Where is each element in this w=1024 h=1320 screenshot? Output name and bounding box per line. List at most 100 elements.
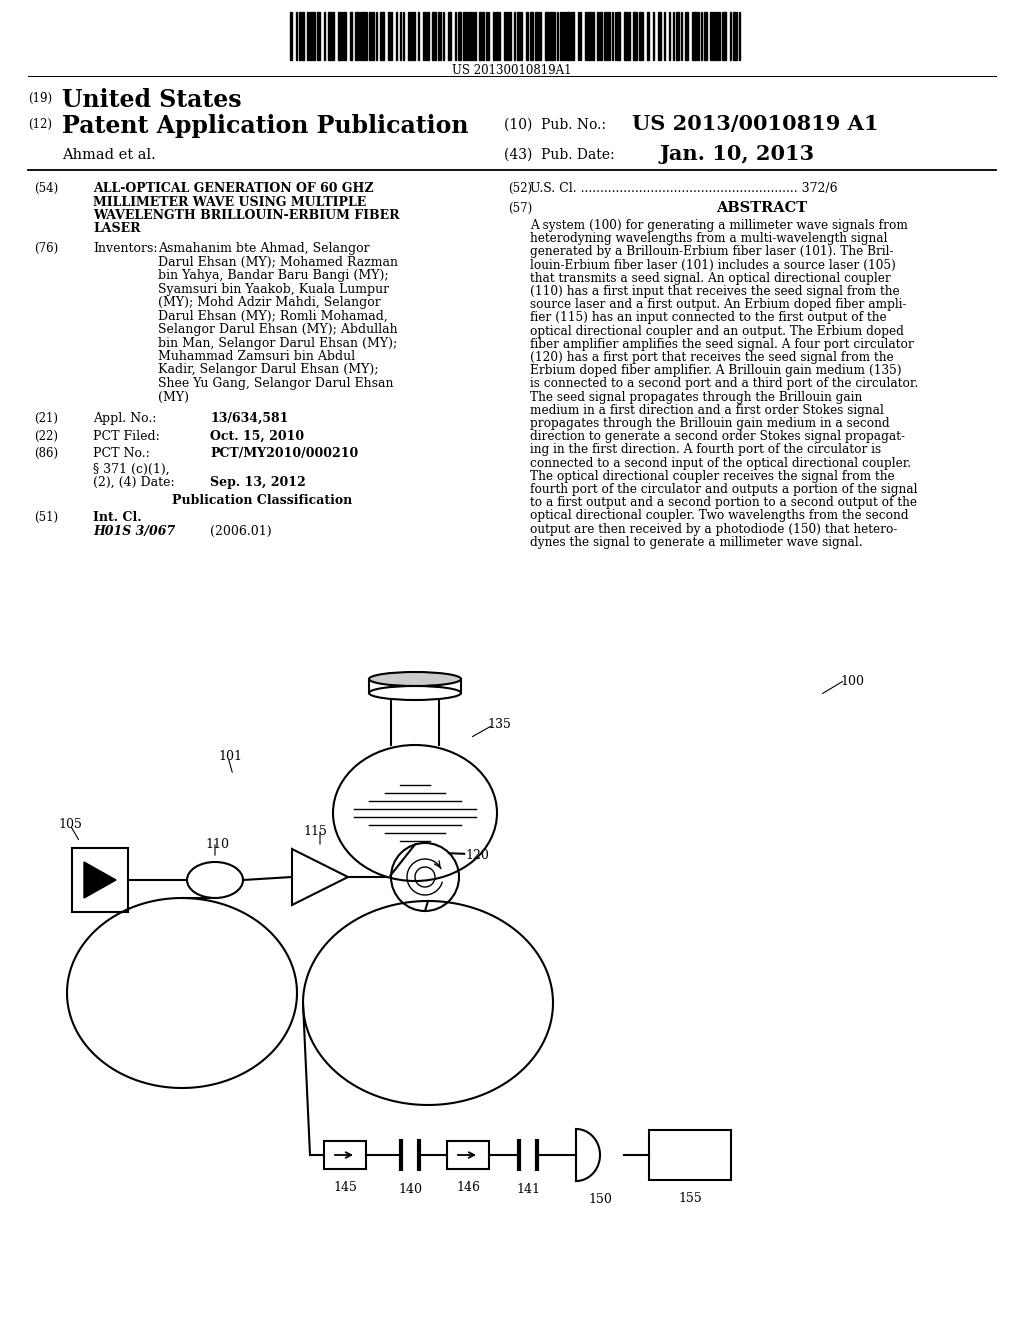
Bar: [697, 12, 699, 59]
Bar: [332, 12, 334, 59]
Text: Asmahanim bte Ahmad, Selangor: Asmahanim bte Ahmad, Selangor: [158, 242, 370, 255]
Bar: [545, 12, 549, 59]
Text: optical directional coupler and an output. The Erbium doped: optical directional coupler and an outpu…: [530, 325, 904, 338]
Text: fiber amplifier amplifies the seed signal. A four port circulator: fiber amplifier amplifies the seed signa…: [530, 338, 913, 351]
Bar: [372, 12, 374, 59]
Bar: [617, 12, 620, 59]
Bar: [423, 12, 425, 59]
Text: (MY); Mohd Adzir Mahdi, Selangor: (MY); Mohd Adzir Mahdi, Selangor: [158, 296, 381, 309]
Text: 146: 146: [456, 1181, 480, 1195]
Bar: [447, 1140, 489, 1170]
Bar: [388, 12, 390, 59]
Text: 110: 110: [205, 838, 229, 851]
Text: § 371 (c)(1),: § 371 (c)(1),: [93, 462, 170, 475]
Text: (76): (76): [34, 242, 58, 255]
Text: 120: 120: [465, 849, 488, 862]
Bar: [624, 12, 627, 59]
Text: direction to generate a second order Stokes signal propagat-: direction to generate a second order Sto…: [530, 430, 905, 444]
Bar: [350, 12, 352, 59]
Polygon shape: [84, 862, 116, 898]
Text: to a first output and a second portion to a second output of the: to a first output and a second portion t…: [530, 496, 918, 510]
Text: Patent Application Publication: Patent Application Publication: [62, 114, 469, 139]
Text: source laser and a first output. An Erbium doped fiber ampli-: source laser and a first output. An Erbi…: [530, 298, 906, 312]
Bar: [463, 12, 466, 59]
Text: A system (100) for generating a millimeter wave signals from: A system (100) for generating a millimet…: [530, 219, 908, 232]
Bar: [369, 678, 461, 693]
Text: Selangor Darul Ehsan (MY); Abdullah: Selangor Darul Ehsan (MY); Abdullah: [158, 323, 397, 337]
Text: that transmits a seed signal. An optical directional coupler: that transmits a seed signal. An optical…: [530, 272, 891, 285]
Text: heterodyning wavelengths from a multi-wavelength signal: heterodyning wavelengths from a multi-wa…: [530, 232, 888, 246]
Text: H01S 3/067: H01S 3/067: [93, 524, 175, 537]
Text: Ahmad et al.: Ahmad et al.: [62, 148, 156, 162]
Bar: [313, 12, 315, 59]
Bar: [507, 12, 511, 59]
Text: (57): (57): [508, 202, 532, 214]
Ellipse shape: [333, 744, 497, 880]
Bar: [733, 12, 737, 59]
Bar: [324, 1140, 366, 1170]
Text: 141: 141: [516, 1183, 540, 1196]
Bar: [649, 1130, 731, 1180]
Bar: [458, 12, 461, 59]
Bar: [597, 12, 599, 59]
Bar: [571, 12, 574, 59]
Text: (19): (19): [28, 92, 52, 106]
Bar: [517, 12, 520, 59]
Text: (22): (22): [34, 429, 58, 442]
Bar: [658, 12, 662, 59]
Bar: [72, 847, 128, 912]
Bar: [338, 12, 342, 59]
Text: 13/634,581: 13/634,581: [210, 412, 289, 425]
Text: (2), (4) Date:: (2), (4) Date:: [93, 477, 175, 488]
Text: Erbium doped fiber amplifier. A Brillouin gain medium (135): Erbium doped fiber amplifier. A Brilloui…: [530, 364, 901, 378]
Bar: [526, 12, 528, 59]
Text: 145: 145: [333, 1181, 357, 1195]
Bar: [633, 12, 637, 59]
Bar: [535, 12, 538, 59]
Bar: [608, 12, 610, 59]
Bar: [722, 12, 726, 59]
Text: optical directional coupler. Two wavelengths from the second: optical directional coupler. Two wavelen…: [530, 510, 908, 523]
Bar: [482, 12, 484, 59]
Text: (120) has a first port that receives the seed signal from the: (120) has a first port that receives the…: [530, 351, 894, 364]
Text: (52): (52): [508, 182, 532, 195]
Text: The seed signal propagates through the Brillouin gain: The seed signal propagates through the B…: [530, 391, 862, 404]
Text: U.S. Cl. ........................................................ 372/6: U.S. Cl. ...............................…: [530, 182, 838, 195]
Bar: [310, 12, 312, 59]
Text: 115: 115: [303, 825, 327, 838]
Text: Shee Yu Gang, Selangor Darul Ehsan: Shee Yu Gang, Selangor Darul Ehsan: [158, 378, 393, 389]
Text: MILLIMETER WAVE USING MULTIPLE: MILLIMETER WAVE USING MULTIPLE: [93, 195, 367, 209]
Bar: [426, 12, 429, 59]
Text: is connected to a second port and a third port of the circulator.: is connected to a second port and a thir…: [530, 378, 919, 391]
Bar: [317, 12, 319, 59]
Bar: [714, 12, 718, 59]
Text: (54): (54): [34, 182, 58, 195]
Text: Appl. No.:: Appl. No.:: [93, 412, 157, 425]
Text: United States: United States: [62, 88, 242, 112]
Bar: [496, 12, 498, 59]
Text: PCT No.:: PCT No.:: [93, 447, 150, 459]
Text: fier (115) has an input connected to the first output of the: fier (115) has an input connected to the…: [530, 312, 887, 325]
Text: Publication Classification: Publication Classification: [172, 494, 352, 507]
Text: Muhammad Zamsuri bin Abdul: Muhammad Zamsuri bin Abdul: [158, 350, 355, 363]
Text: PCT Filed:: PCT Filed:: [93, 429, 160, 442]
Bar: [592, 12, 594, 59]
Bar: [369, 12, 371, 59]
Bar: [355, 12, 358, 59]
Bar: [361, 12, 365, 59]
Text: medium in a first direction and a first order Stokes signal: medium in a first direction and a first …: [530, 404, 884, 417]
Bar: [380, 12, 384, 59]
Bar: [504, 12, 506, 59]
Bar: [685, 12, 688, 59]
Bar: [469, 12, 471, 59]
Text: louin-Erbium fiber laser (101) includes a source laser (105): louin-Erbium fiber laser (101) includes …: [530, 259, 896, 272]
Text: Inventors:: Inventors:: [93, 242, 158, 255]
Text: Oct. 15, 2010: Oct. 15, 2010: [210, 429, 304, 442]
Text: ALL-OPTICAL GENERATION OF 60 GHZ: ALL-OPTICAL GENERATION OF 60 GHZ: [93, 182, 374, 195]
Bar: [585, 12, 587, 59]
Bar: [530, 12, 534, 59]
Text: US 20130010819A1: US 20130010819A1: [453, 63, 571, 77]
Text: Syamsuri bin Yaakob, Kuala Lumpur: Syamsuri bin Yaakob, Kuala Lumpur: [158, 282, 389, 296]
Bar: [588, 12, 591, 59]
Text: (43)  Pub. Date:: (43) Pub. Date:: [504, 148, 614, 162]
